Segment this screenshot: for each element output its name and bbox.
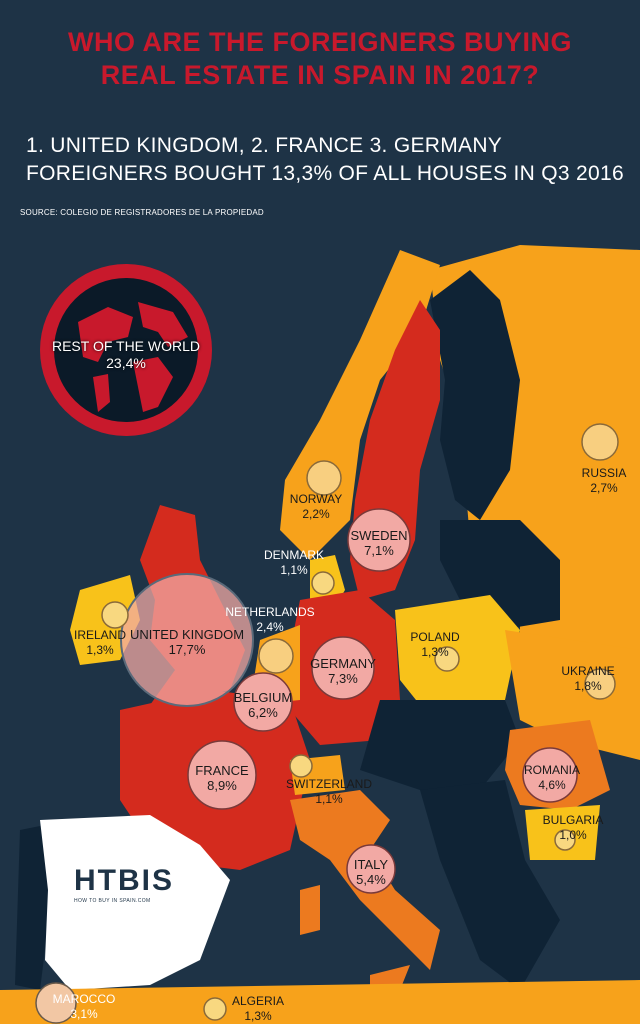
country-ukraine	[505, 630, 640, 740]
bubble-sweden	[347, 508, 411, 572]
logo-name: HTBIS	[74, 864, 174, 897]
country-italy-islands	[300, 885, 410, 990]
label-uk-value: 17,7%	[168, 642, 206, 657]
country-balkans	[420, 780, 560, 990]
globe-continents	[78, 302, 188, 412]
bubble-russia	[581, 423, 619, 461]
label-poland-name: POLAND	[410, 630, 460, 644]
bubble-netherlands	[258, 638, 294, 674]
label-denmark: DENMARK 1,1%	[264, 548, 324, 578]
bubble-germany	[311, 636, 375, 700]
bubble-ireland	[101, 601, 129, 629]
label-uk-name: UNITED KINGDOM	[129, 627, 245, 642]
label-germany: GERMANY 7,3%	[310, 656, 376, 686]
label-sweden-value: 7,1%	[364, 543, 394, 558]
label-russia-value: 2,7%	[590, 481, 618, 495]
label-denmark-value: 1,1%	[280, 563, 308, 577]
label-belgium: BELGIUM 6,2%	[234, 690, 293, 720]
country-spain	[40, 815, 230, 990]
page-title: WHO ARE THE FOREIGNERS BUYING REAL ESTAT…	[0, 26, 640, 92]
bubble-algeria	[203, 997, 227, 1021]
label-algeria-name: ALGERIA	[231, 994, 285, 1008]
label-germany-name: GERMANY	[310, 656, 376, 671]
label-bulgaria-value: 1,0%	[559, 828, 587, 842]
label-sweden: SWEDEN 7,1%	[350, 528, 407, 558]
bubble-belgium	[233, 672, 293, 732]
label-denmark-name: DENMARK	[263, 548, 325, 562]
label-bulgaria-name: BULGARIA	[542, 813, 604, 827]
bubble-france	[187, 740, 257, 810]
label-ireland: IRELAND 1,3%	[74, 628, 126, 658]
label-belgium-name: BELGIUM	[233, 690, 293, 705]
label-russia: RUSSIA 2,7%	[582, 466, 627, 496]
label-france-name: FRANCE	[195, 763, 249, 778]
subtitle-line-2: FOREIGNERS BOUGHT 13,3% OF ALL HOUSES IN…	[26, 162, 624, 185]
bubbles	[35, 423, 619, 1024]
htbis-logo: HTBIS HOW TO BUY IN SPAIN.COM	[74, 864, 174, 905]
label-bulgaria: BULGARIA 1,0%	[543, 813, 604, 843]
rest-of-world-name: REST OF THE WORLD	[51, 338, 201, 354]
label-poland-value: 1,3%	[421, 645, 449, 659]
bubble-uk	[120, 573, 254, 707]
label-poland: POLAND 1,3%	[410, 630, 459, 660]
title-line-2: REAL ESTATE IN SPAIN IN 2017?	[100, 60, 540, 90]
label-italy-value: 5,4%	[356, 872, 386, 887]
label-netherlands-name: NETHERLANDS	[225, 605, 315, 619]
source-note: SOURCE: COLEGIO DE REGISTRADORES DE LA P…	[20, 208, 264, 217]
label-norway: NORWAY 2,2%	[290, 492, 342, 522]
country-finland	[430, 270, 520, 520]
label-sweden-name: SWEDEN	[350, 528, 408, 543]
label-romania-name: ROMANIA	[523, 763, 581, 777]
label-ireland-value: 1,3%	[86, 643, 114, 657]
country-poland	[395, 595, 520, 705]
bubble-bulgaria	[554, 829, 576, 851]
bubble-norway	[306, 460, 342, 496]
label-italy-name: ITALY	[353, 857, 389, 872]
title-line-1: WHO ARE THE FOREIGNERS BUYING	[67, 27, 573, 57]
rest-of-world-globe	[40, 264, 212, 436]
label-ukraine-value: 1,8%	[574, 679, 602, 693]
country-north-africa	[0, 980, 640, 1024]
label-ukraine: UKRAINE 1,8%	[561, 664, 614, 694]
bubble-marocco	[35, 982, 77, 1024]
label-romania-value: 4,6%	[538, 778, 566, 792]
label-romania: ROMANIA 4,6%	[524, 763, 580, 793]
label-france: FRANCE 8,9%	[195, 763, 248, 793]
bubble-poland	[434, 646, 460, 672]
label-ukraine-name: UKRAINE	[561, 664, 615, 678]
label-marocco: MAROCCO 3,1%	[53, 992, 116, 1022]
label-norway-name: NORWAY	[289, 492, 343, 506]
label-france-value: 8,9%	[207, 778, 237, 793]
label-switzerland: SWITZERLAND 1,1%	[286, 777, 372, 807]
label-norway-value: 2,2%	[302, 507, 330, 521]
subtitle-line-1: 1. UNITED KINGDOM, 2. FRANCE 3. GERMANY	[26, 134, 503, 157]
bubble-switzerland	[289, 754, 313, 778]
label-marocco-value: 3,1%	[70, 1007, 98, 1021]
label-marocco-name: MAROCCO	[52, 992, 116, 1006]
bubble-denmark	[311, 571, 335, 595]
label-ireland-name: IRELAND	[73, 628, 127, 642]
label-russia-name: RUSSIA	[581, 466, 627, 480]
bubble-romania	[522, 747, 578, 803]
label-uk: UNITED KINGDOM 17,7%	[130, 627, 244, 657]
country-central-europe	[360, 700, 520, 790]
label-switzerland-name: SWITZERLAND	[285, 777, 373, 791]
label-netherlands-value: 2,4%	[256, 620, 284, 634]
label-switzerland-value: 1,1%	[315, 792, 343, 806]
label-belgium-value: 6,2%	[248, 705, 278, 720]
label-algeria: ALGERIA 1,3%	[232, 994, 284, 1024]
bubble-ukraine	[584, 668, 616, 700]
rest-of-world-label: REST OF THE WORLD 23,4%	[52, 338, 200, 372]
country-portugal	[15, 825, 50, 990]
label-netherlands: NETHERLANDS 2,4%	[225, 605, 314, 635]
logo-tagline: HOW TO BUY IN SPAIN.COM	[74, 898, 151, 904]
label-italy: ITALY 5,4%	[354, 857, 388, 887]
rest-of-world-value: 23,4%	[106, 355, 146, 371]
bubble-italy	[346, 844, 396, 894]
label-algeria-value: 1,3%	[244, 1009, 272, 1023]
label-germany-value: 7,3%	[328, 671, 358, 686]
